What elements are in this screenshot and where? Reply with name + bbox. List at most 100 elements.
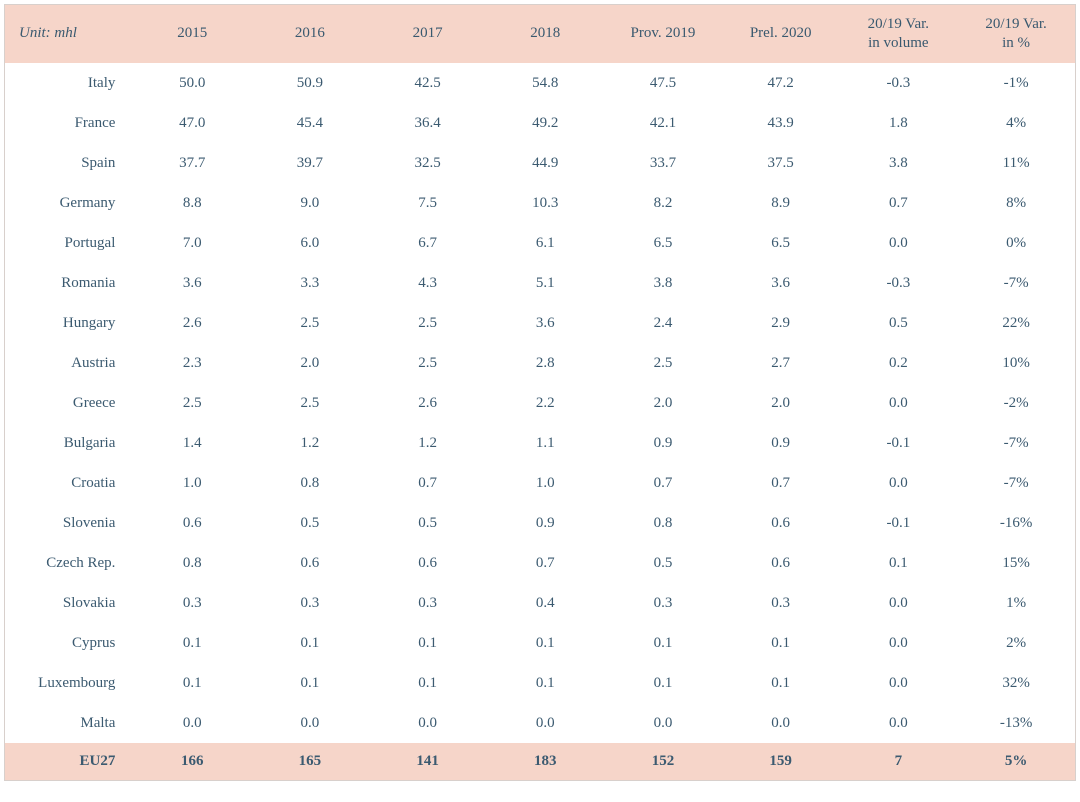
value-cell: -0.1 bbox=[840, 503, 958, 543]
value-cell: 3.6 bbox=[133, 263, 251, 303]
table-row: Croatia1.00.80.71.00.70.70.0-7% bbox=[5, 463, 1075, 503]
table-row: Germany8.89.07.510.38.28.90.78% bbox=[5, 183, 1075, 223]
total-value-cell: 5% bbox=[957, 743, 1075, 780]
table-row: Austria2.32.02.52.82.52.70.210% bbox=[5, 343, 1075, 383]
value-cell: 0.5 bbox=[251, 503, 369, 543]
value-cell: 0.1 bbox=[486, 623, 604, 663]
value-cell: 42.5 bbox=[369, 63, 487, 103]
value-cell: 0.1 bbox=[369, 663, 487, 703]
value-cell: 0.1 bbox=[369, 623, 487, 663]
value-cell: 44.9 bbox=[486, 143, 604, 183]
country-cell: Croatia bbox=[5, 463, 133, 503]
value-cell: 3.8 bbox=[840, 143, 958, 183]
value-cell: 0.8 bbox=[604, 503, 722, 543]
value-cell: 0.1 bbox=[722, 623, 840, 663]
value-cell: 45.4 bbox=[251, 103, 369, 143]
value-cell: 49.2 bbox=[486, 103, 604, 143]
value-cell: 6.5 bbox=[604, 223, 722, 263]
value-cell: 36.4 bbox=[369, 103, 487, 143]
table-row: Italy50.050.942.554.847.547.2-0.3-1% bbox=[5, 63, 1075, 103]
value-cell: 15% bbox=[957, 543, 1075, 583]
value-cell: 43.9 bbox=[722, 103, 840, 143]
total-value-cell: 165 bbox=[251, 743, 369, 780]
value-cell: 0.1 bbox=[840, 543, 958, 583]
value-cell: 4.3 bbox=[369, 263, 487, 303]
value-cell: 3.3 bbox=[251, 263, 369, 303]
value-cell: 2.0 bbox=[251, 343, 369, 383]
value-cell: 0.1 bbox=[133, 623, 251, 663]
value-cell: -0.3 bbox=[840, 63, 958, 103]
value-cell: 37.7 bbox=[133, 143, 251, 183]
country-cell: Spain bbox=[5, 143, 133, 183]
value-cell: 0.0 bbox=[486, 703, 604, 743]
value-cell: 6.5 bbox=[722, 223, 840, 263]
col-var-percent: 20/19 Var.in % bbox=[957, 5, 1075, 63]
value-cell: 2.9 bbox=[722, 303, 840, 343]
col-var-volume: 20/19 Var.in volume bbox=[840, 5, 958, 63]
table-row: Luxembourg0.10.10.10.10.10.10.032% bbox=[5, 663, 1075, 703]
country-cell: Cyprus bbox=[5, 623, 133, 663]
col-prov-2019: Prov. 2019 bbox=[604, 5, 722, 63]
value-cell: 42.1 bbox=[604, 103, 722, 143]
value-cell: 0.3 bbox=[251, 583, 369, 623]
country-cell: France bbox=[5, 103, 133, 143]
value-cell: 0.5 bbox=[840, 303, 958, 343]
value-cell: 1.2 bbox=[251, 423, 369, 463]
table-body: Italy50.050.942.554.847.547.2-0.3-1%Fran… bbox=[5, 63, 1075, 780]
value-cell: 0.0 bbox=[840, 623, 958, 663]
value-cell: 0.6 bbox=[133, 503, 251, 543]
value-cell: 2.2 bbox=[486, 383, 604, 423]
table-row: France47.045.436.449.242.143.91.84% bbox=[5, 103, 1075, 143]
value-cell: 47.5 bbox=[604, 63, 722, 103]
value-cell: 0.6 bbox=[369, 543, 487, 583]
value-cell: 0.0 bbox=[840, 223, 958, 263]
value-cell: 10% bbox=[957, 343, 1075, 383]
country-cell: Germany bbox=[5, 183, 133, 223]
value-cell: 0.0 bbox=[840, 583, 958, 623]
value-cell: 1.4 bbox=[133, 423, 251, 463]
value-cell: 0.0 bbox=[604, 703, 722, 743]
value-cell: 0.1 bbox=[251, 663, 369, 703]
table-row: Romania3.63.34.35.13.83.6-0.3-7% bbox=[5, 263, 1075, 303]
value-cell: 4% bbox=[957, 103, 1075, 143]
value-cell: -2% bbox=[957, 383, 1075, 423]
value-cell: 6.7 bbox=[369, 223, 487, 263]
value-cell: 2.5 bbox=[133, 383, 251, 423]
value-cell: -7% bbox=[957, 423, 1075, 463]
value-cell: 0.6 bbox=[722, 503, 840, 543]
value-cell: 32% bbox=[957, 663, 1075, 703]
value-cell: 1.2 bbox=[369, 423, 487, 463]
value-cell: 0.5 bbox=[369, 503, 487, 543]
total-value-cell: 166 bbox=[133, 743, 251, 780]
value-cell: 2.5 bbox=[369, 303, 487, 343]
value-cell: 0.5 bbox=[604, 543, 722, 583]
unit-header: Unit: mhl bbox=[5, 5, 133, 63]
value-cell: 3.8 bbox=[604, 263, 722, 303]
value-cell: 0.1 bbox=[604, 663, 722, 703]
value-cell: 0.0 bbox=[840, 383, 958, 423]
value-cell: 0.7 bbox=[369, 463, 487, 503]
value-cell: 47.2 bbox=[722, 63, 840, 103]
value-cell: 0.1 bbox=[722, 663, 840, 703]
value-cell: 0.7 bbox=[486, 543, 604, 583]
value-cell: 50.0 bbox=[133, 63, 251, 103]
value-cell: 47.0 bbox=[133, 103, 251, 143]
table-row: Greece2.52.52.62.22.02.00.0-2% bbox=[5, 383, 1075, 423]
header-row: Unit: mhl 2015 2016 2017 2018 Prov. 2019… bbox=[5, 5, 1075, 63]
value-cell: -0.1 bbox=[840, 423, 958, 463]
value-cell: 32.5 bbox=[369, 143, 487, 183]
value-cell: 0.8 bbox=[133, 543, 251, 583]
value-cell: 8.8 bbox=[133, 183, 251, 223]
value-cell: 0.0 bbox=[840, 703, 958, 743]
table-row: Czech Rep.0.80.60.60.70.50.60.115% bbox=[5, 543, 1075, 583]
value-cell: -7% bbox=[957, 463, 1075, 503]
table-row: Cyprus0.10.10.10.10.10.10.02% bbox=[5, 623, 1075, 663]
value-cell: 0.1 bbox=[604, 623, 722, 663]
value-cell: 33.7 bbox=[604, 143, 722, 183]
value-cell: 2.3 bbox=[133, 343, 251, 383]
value-cell: 0.7 bbox=[604, 463, 722, 503]
value-cell: 0.3 bbox=[133, 583, 251, 623]
value-cell: 0.0 bbox=[722, 703, 840, 743]
value-cell: 7.0 bbox=[133, 223, 251, 263]
value-cell: 3.6 bbox=[486, 303, 604, 343]
